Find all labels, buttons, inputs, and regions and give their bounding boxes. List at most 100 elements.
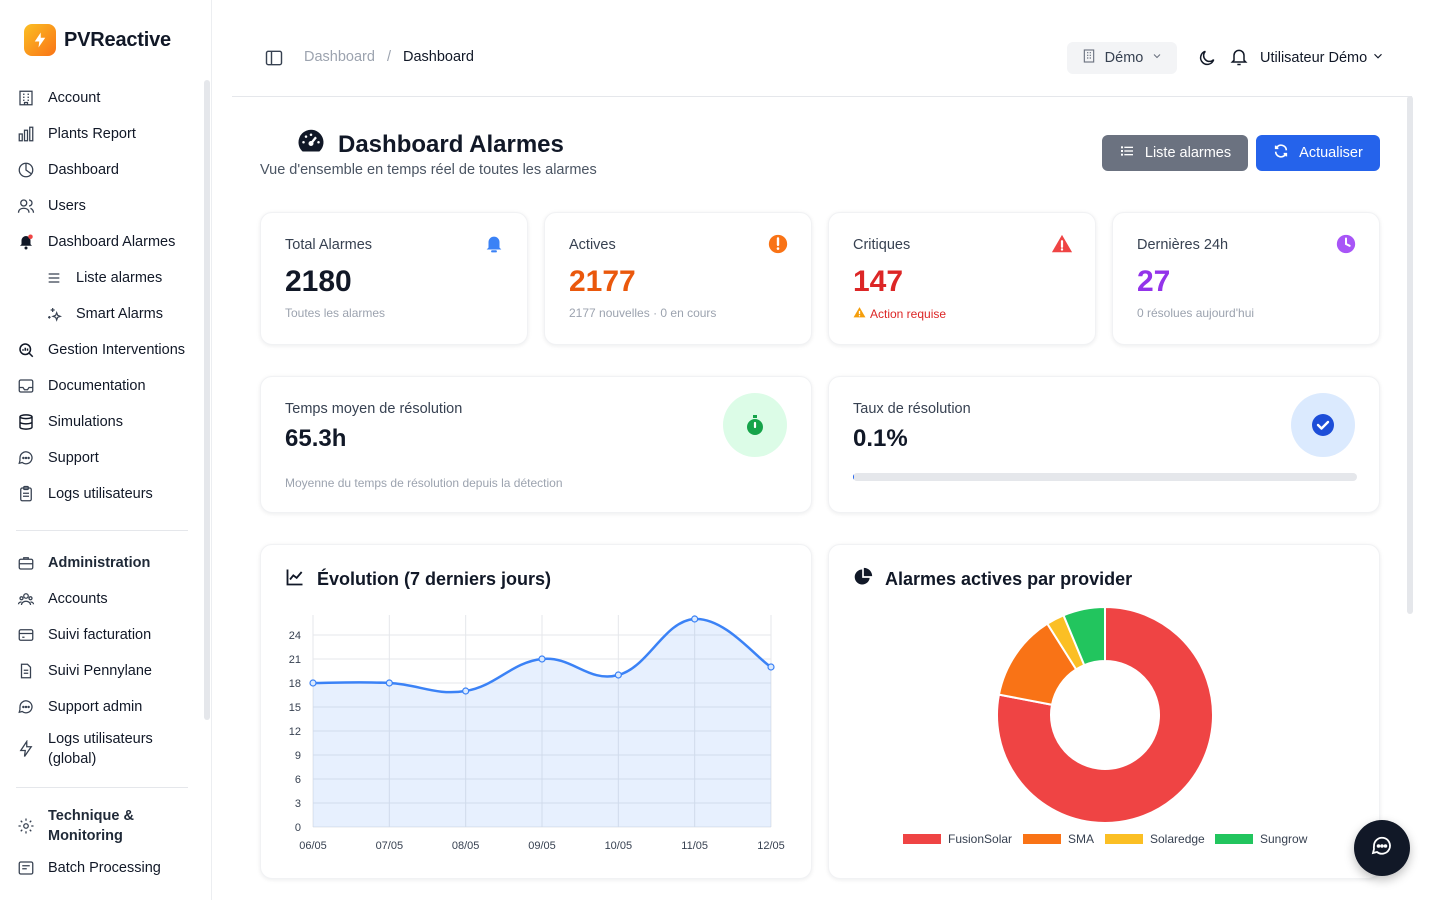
provider-donut-chart: FusionSolar SMA Solaredge Sungrow <box>903 605 1308 846</box>
sidebar-item-label: Users <box>48 198 86 214</box>
stat-card-actives: Actives 2177 2177 nouvelles · 0 en cours <box>544 212 812 345</box>
bell-icon <box>483 233 505 260</box>
sidebar-item-label: Support <box>48 450 99 466</box>
chevron-down-icon <box>1151 50 1163 66</box>
stat-label: Critiques <box>853 237 911 253</box>
legend-swatch <box>1105 834 1143 844</box>
sidebar-item-label: Plants Report <box>48 126 136 142</box>
sidebar: PVReactive Account Plants Report Dashboa… <box>0 0 212 900</box>
sidebar-item-label: Liste alarmes <box>76 270 163 286</box>
breadcrumb: Dashboard / Dashboard <box>304 49 474 65</box>
list-icon <box>1119 143 1135 163</box>
sidebar-scrollbar[interactable] <box>204 80 210 720</box>
stat-label: Actives <box>569 237 616 253</box>
metric-card-resolution-rate: Taux de résolution 0.1% <box>828 376 1380 513</box>
sidebar-item-label: Documentation <box>48 378 146 394</box>
account-switcher-button[interactable]: Démo <box>1067 42 1177 74</box>
users-icon <box>16 196 36 216</box>
stat-value: 2177 <box>569 265 636 298</box>
sidebar-item-logs-utilisateurs-global[interactable]: Logs utilisateurs (global) <box>16 725 196 773</box>
sidebar-item-label: Logs utilisateurs <box>48 486 153 502</box>
y-tick-label: 24 <box>289 630 301 642</box>
y-tick-label: 3 <box>295 798 301 810</box>
sidebar-item-simulations[interactable]: Simulations <box>16 404 196 440</box>
sidebar-item-label: Suivi facturation <box>48 627 152 643</box>
legend-label: Solaredge <box>1150 832 1205 846</box>
panel-title-text: Évolution (7 derniers jours) <box>317 569 552 589</box>
sidebar-section-technique[interactable]: Technique & Monitoring <box>16 802 196 850</box>
x-tick-label: 06/05 <box>299 840 327 852</box>
sidebar-item-batch-processing[interactable]: Batch Processing <box>16 850 196 886</box>
y-tick-label: 0 <box>295 822 301 834</box>
sidebar-item-logs-utilisateurs[interactable]: Logs utilisateurs <box>16 476 196 512</box>
sidebar-item-plants-report[interactable]: Plants Report <box>16 116 196 152</box>
chat-bubble-icon <box>1370 834 1394 863</box>
stat-value: 147 <box>853 265 904 298</box>
breadcrumb-link[interactable]: Dashboard <box>304 49 375 65</box>
topbar: Dashboard / Dashboard Démo Utilisateur D… <box>232 0 1412 97</box>
chat-button[interactable] <box>1354 820 1410 876</box>
sidebar-item-suivi-pennylane[interactable]: Suivi Pennylane <box>16 653 196 689</box>
sidebar-item-support-admin[interactable]: Support admin <box>16 689 196 725</box>
clipboard-icon <box>16 484 36 504</box>
sidebar-item-liste-alarmes[interactable]: Liste alarmes <box>16 260 196 296</box>
y-tick-label: 15 <box>289 702 301 714</box>
stat-note: 2177 nouvelles · 0 en cours <box>569 306 717 320</box>
legend-label: Sungrow <box>1260 832 1308 846</box>
stopwatch-icon <box>723 393 787 457</box>
sidebar-item-label: Logs utilisateurs (global) <box>48 731 153 767</box>
x-tick-label: 09/05 <box>528 840 556 852</box>
x-tick-label: 11/05 <box>681 840 708 852</box>
series-area <box>313 618 771 827</box>
legend-label: SMA <box>1068 832 1094 846</box>
sidebar-item-smart-alarms[interactable]: Smart Alarms <box>16 296 196 332</box>
sidebar-item-documentation[interactable]: Documentation <box>16 368 196 404</box>
refresh-label: Actualiser <box>1299 145 1363 161</box>
legend-swatch <box>903 834 941 844</box>
user-name: Utilisateur Démo <box>1260 50 1368 66</box>
sidebar-item-dashboard-alarmes[interactable]: Dashboard Alarmes <box>16 224 196 260</box>
main-scrollbar[interactable] <box>1407 96 1413 614</box>
sidebar-item-label: Batch Processing <box>48 860 161 876</box>
y-tick-label: 9 <box>295 750 301 762</box>
y-tick-label: 6 <box>295 774 301 786</box>
stat-note: 0 résolues aujourd'hui <box>1137 306 1255 320</box>
building-icon <box>16 88 36 108</box>
chevron-down-icon <box>1371 49 1385 67</box>
notification-bell-icon[interactable] <box>1229 47 1249 72</box>
sidebar-item-gestion-interventions[interactable]: Gestion Interventions <box>16 332 196 368</box>
search-chart-icon <box>16 340 36 360</box>
chat-icon <box>16 697 36 717</box>
brand[interactable]: PVReactive <box>24 24 171 56</box>
sidebar-item-account[interactable]: Account <box>16 80 196 116</box>
user-menu[interactable]: Utilisateur Démo <box>1260 49 1385 67</box>
list-icon <box>44 268 64 288</box>
stat-note: Action requise <box>853 306 946 322</box>
page-subtitle: Vue d'ensemble en temps réel de toutes l… <box>260 162 597 178</box>
refresh-icon <box>1273 143 1289 163</box>
sidebar-toggle-icon[interactable] <box>264 48 284 73</box>
stat-card-critiques: Critiques 147 Action requise <box>828 212 1096 345</box>
credit-card-icon <box>16 625 36 645</box>
sidebar-item-label: Smart Alarms <box>76 306 164 322</box>
liste-alarmes-label: Liste alarmes <box>1144 145 1232 161</box>
sidebar-item-suivi-facturation[interactable]: Suivi facturation <box>16 617 196 653</box>
sidebar-section-administration[interactable]: Administration <box>16 545 196 581</box>
bell-alert-icon <box>16 232 36 252</box>
moon-icon[interactable] <box>1197 48 1217 73</box>
building-icon <box>1081 48 1097 68</box>
sidebar-section-label: Technique & Monitoring <box>48 808 134 844</box>
y-tick-label: 18 <box>289 678 301 690</box>
sidebar-divider <box>16 787 188 788</box>
metric-label: Temps moyen de résolution <box>285 401 463 417</box>
liste-alarmes-button[interactable]: Liste alarmes <box>1102 135 1248 171</box>
data-point <box>691 615 699 623</box>
sidebar-item-dashboard[interactable]: Dashboard <box>16 152 196 188</box>
sidebar-item-label: Support admin <box>48 699 143 715</box>
sidebar-item-accounts[interactable]: Accounts <box>16 581 196 617</box>
sidebar-item-users[interactable]: Users <box>16 188 196 224</box>
resolution-progress-fill <box>853 473 854 481</box>
sidebar-item-support[interactable]: Support <box>16 440 196 476</box>
refresh-button[interactable]: Actualiser <box>1256 135 1380 171</box>
x-tick-label: 12/05 <box>757 840 785 852</box>
